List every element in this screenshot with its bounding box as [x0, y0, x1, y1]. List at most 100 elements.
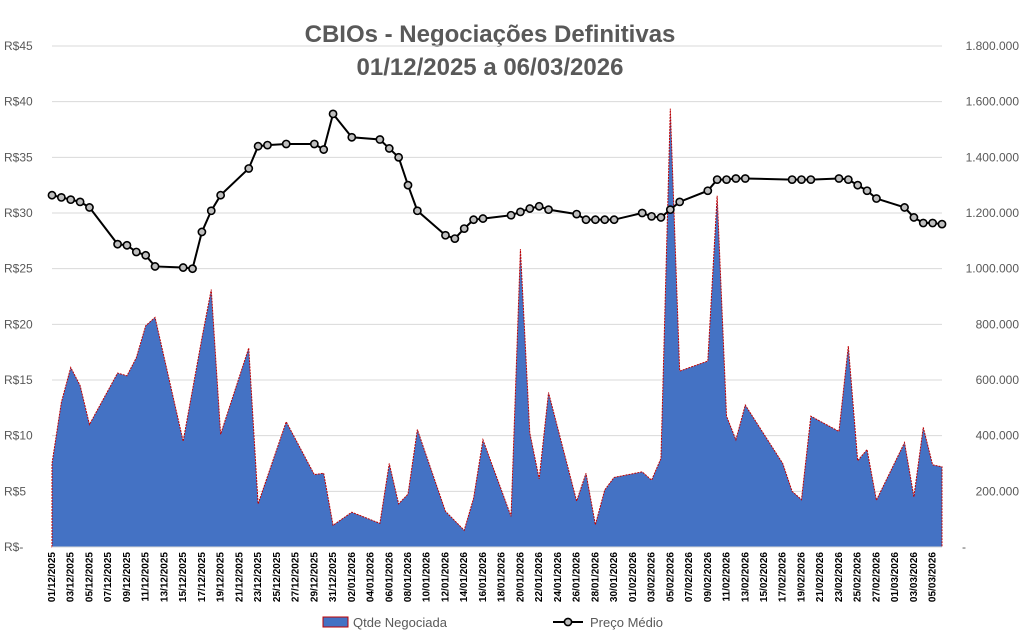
line-point	[843, 175, 853, 184]
legend-swatch-area	[322, 616, 349, 628]
x-tick-label: 07/12/2025	[103, 552, 114, 602]
line-point	[178, 263, 188, 272]
line-point	[834, 174, 844, 183]
x-tick-label: 19/12/2025	[216, 552, 227, 602]
left-tick-label: R$5	[4, 484, 26, 498]
x-tick-label: 17/02/2026	[778, 552, 789, 602]
left-tick-label: R$35	[4, 150, 33, 164]
line-point	[75, 197, 85, 207]
right-tick-label: 800.000	[976, 317, 1020, 331]
line-point	[206, 206, 216, 216]
line-point	[394, 152, 404, 162]
x-tick-label: 29/12/2025	[309, 552, 320, 602]
x-tick-label: 05/03/2026	[928, 552, 939, 602]
area-series-layer	[51, 108, 943, 548]
x-tick-label: 13/02/2026	[740, 552, 751, 602]
line-point	[328, 109, 338, 119]
line-point	[478, 214, 488, 223]
x-tick-label: 10/01/2026	[422, 552, 433, 602]
line-point	[712, 175, 722, 184]
x-tick-label: 01/02/2026	[628, 552, 639, 602]
line-point	[581, 215, 591, 225]
chart-title: CBIOs - Negociações Definitivas	[305, 21, 676, 48]
line-series-layer	[47, 109, 947, 274]
right-tick-label: 400.000	[976, 429, 1020, 443]
x-tick-label: 01/03/2026	[890, 552, 901, 602]
x-axis: 01/12/2025 03/12/2025 05/12/2025 07/12/2025…	[47, 546, 942, 602]
x-tick-label: 07/02/2026	[684, 552, 695, 602]
x-tick-label: 27/02/2026	[871, 552, 882, 602]
line-point	[403, 180, 413, 190]
legend: Qtde Negociada Preço Médio	[322, 615, 663, 630]
right-tick-label: -	[962, 540, 966, 554]
x-tick-label: 20/01/2026	[515, 552, 526, 602]
x-tick-label: 04/01/2026	[366, 552, 377, 602]
line-point	[731, 174, 741, 183]
area-series-qtde-negociada	[51, 108, 943, 548]
x-tick-label: 24/01/2026	[553, 552, 564, 602]
line-point	[862, 186, 872, 196]
left-tick-label: R$-	[4, 540, 23, 554]
line-point	[459, 224, 469, 233]
x-tick-label: 21/02/2026	[815, 552, 826, 602]
line-point	[197, 227, 207, 237]
line-point	[375, 135, 385, 144]
x-tick-label: 09/12/2025	[122, 552, 133, 602]
line-point	[928, 218, 938, 228]
line-point	[141, 250, 151, 260]
x-tick-label: 12/01/2026	[440, 552, 451, 602]
x-tick-label: 17/12/2025	[197, 552, 208, 602]
line-point	[253, 141, 263, 151]
line-point	[281, 139, 291, 149]
right-tick-label: 200.000	[976, 484, 1020, 498]
line-point	[131, 247, 141, 257]
line-point	[412, 206, 422, 216]
x-tick-label: 15/02/2026	[759, 552, 770, 602]
x-tick-label: 23/12/2025	[253, 552, 264, 602]
line-point	[525, 204, 535, 213]
legend-swatch-marker	[563, 617, 573, 627]
x-tick-label: 28/01/2026	[590, 552, 601, 602]
x-tick-label: 01/12/2025	[47, 552, 58, 602]
x-tick-label: 11/02/2026	[722, 552, 733, 602]
right-axis: - 200.000 400.000 600.000 800.000 1.000.000 1.…	[962, 39, 1019, 554]
line-series-preco-medio	[51, 111, 943, 270]
legend-label: Qtde Negociada	[353, 615, 448, 630]
right-tick-label: 1.200.000	[966, 206, 1020, 220]
line-point	[872, 194, 881, 203]
line-point	[600, 215, 610, 225]
x-tick-label: 03/02/2026	[647, 552, 658, 602]
x-tick-label: 11/12/2025	[141, 552, 152, 602]
line-point	[703, 186, 713, 196]
x-tick-label: 18/01/2026	[497, 552, 508, 602]
line-point	[740, 174, 750, 183]
x-tick-label: 30/01/2026	[609, 552, 620, 602]
line-point	[909, 213, 919, 222]
line-point	[122, 240, 132, 250]
line-point	[590, 215, 600, 225]
left-tick-label: R$30	[4, 206, 33, 220]
x-tick-label: 09/02/2026	[703, 552, 714, 602]
x-tick-label: 16/01/2026	[478, 552, 489, 602]
line-point	[188, 264, 197, 274]
line-point	[309, 139, 319, 149]
line-point	[647, 211, 656, 221]
line-point	[216, 190, 226, 200]
left-tick-label: R$20	[4, 317, 33, 331]
x-tick-label: 27/12/2025	[291, 552, 302, 602]
x-tick-label: 21/12/2025	[234, 552, 245, 602]
line-point	[113, 239, 122, 249]
x-tick-label: 25/12/2025	[272, 552, 283, 602]
left-tick-label: R$15	[4, 373, 33, 387]
line-point	[263, 140, 272, 150]
line-point	[85, 203, 94, 212]
line-point	[441, 230, 450, 240]
line-point	[665, 205, 675, 215]
line-point	[572, 209, 582, 219]
x-tick-label: 05/02/2026	[665, 552, 676, 602]
left-tick-label: R$10	[4, 429, 33, 443]
line-point	[797, 175, 806, 184]
line-point	[900, 203, 909, 212]
x-tick-label: 14/01/2026	[459, 552, 470, 602]
